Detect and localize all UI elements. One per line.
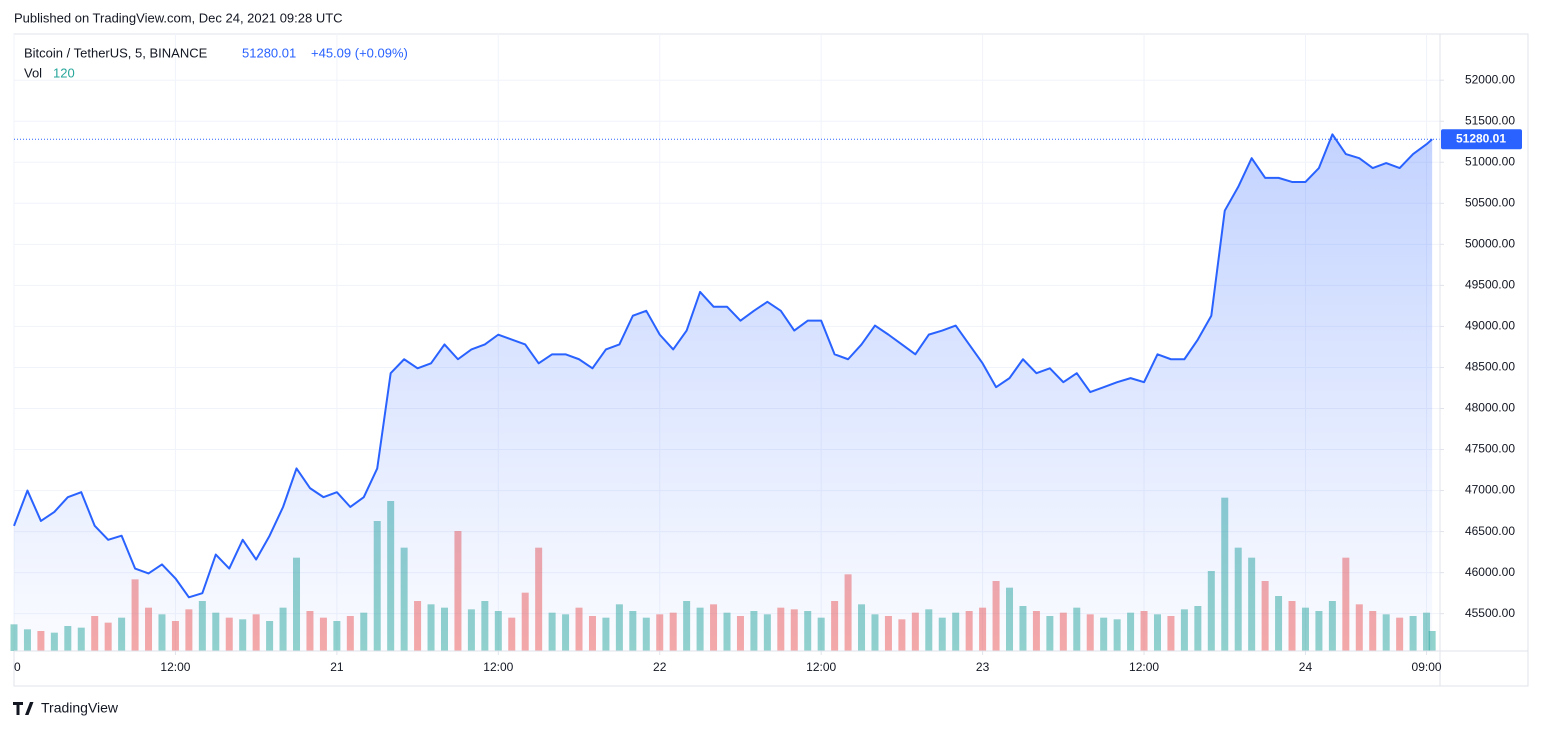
volume-bar bbox=[1428, 631, 1436, 651]
y-tick-label: 46500.00 bbox=[1465, 524, 1515, 538]
y-tick-label: 49500.00 bbox=[1465, 278, 1515, 292]
volume-value: 120 bbox=[53, 65, 75, 80]
published-note: Published on TradingView.com, Dec 24, 20… bbox=[14, 10, 343, 25]
price-change: +45.09 (+0.09%) bbox=[311, 45, 408, 60]
x-tick-label: 12:00 bbox=[160, 660, 190, 674]
y-tick-label: 51500.00 bbox=[1465, 113, 1515, 127]
y-tick-label: 47000.00 bbox=[1465, 483, 1515, 497]
x-tick-label: 12:00 bbox=[483, 660, 513, 674]
y-tick-label: 48000.00 bbox=[1465, 401, 1515, 415]
last-price: 51280.01 bbox=[242, 45, 296, 60]
x-tick-label: 12:00 bbox=[1129, 660, 1159, 674]
y-tick-label: 50500.00 bbox=[1465, 195, 1515, 209]
x-tick-label: 09:00 bbox=[1412, 660, 1442, 674]
y-tick-label: 52000.00 bbox=[1465, 72, 1515, 86]
x-tick-label: 12:00 bbox=[806, 660, 836, 674]
x-tick-label: 23 bbox=[976, 660, 990, 674]
logo-icon bbox=[13, 702, 34, 715]
x-tick-label: 21 bbox=[330, 660, 344, 674]
price-area bbox=[14, 134, 1433, 652]
brand-name: TradingView bbox=[41, 700, 119, 716]
last-price-tag-label: 51280.01 bbox=[1456, 131, 1506, 145]
y-tick-label: 47500.00 bbox=[1465, 442, 1515, 456]
y-tick-label: 48500.00 bbox=[1465, 360, 1515, 374]
x-tick-label: 0 bbox=[14, 660, 21, 674]
y-tick-label: 49000.00 bbox=[1465, 319, 1515, 333]
price-line bbox=[13, 133, 1433, 599]
x-tick-label: 24 bbox=[1299, 660, 1313, 674]
y-tick-label: 51000.00 bbox=[1465, 154, 1515, 168]
volume-title: Vol bbox=[24, 65, 42, 80]
last-price-tag bbox=[1441, 129, 1522, 150]
x-tick-label: 22 bbox=[653, 660, 667, 674]
brand-logo: TradingView bbox=[13, 700, 119, 716]
y-tick-label: 46000.00 bbox=[1465, 565, 1515, 579]
y-tick-label: 50000.00 bbox=[1465, 237, 1515, 251]
y-tick-label: 45500.00 bbox=[1465, 606, 1515, 620]
price-plot bbox=[13, 133, 1440, 652]
axes: 45500.00 46000.00 46500.00 47000.00 47500.00… bbox=[13, 72, 1522, 674]
symbol-title: Bitcoin / TetherUS, 5, BINANCE bbox=[24, 45, 208, 60]
